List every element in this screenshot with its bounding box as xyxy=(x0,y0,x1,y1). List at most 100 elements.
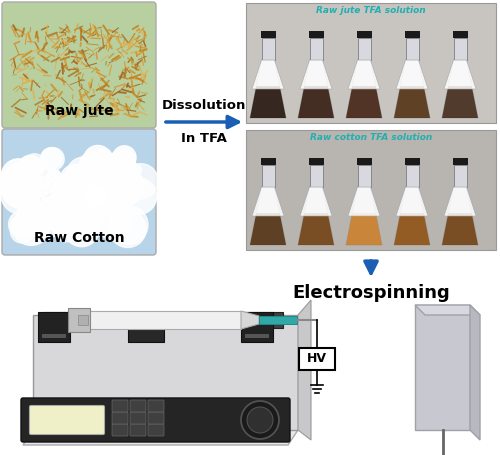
Bar xyxy=(68,308,90,332)
Circle shape xyxy=(11,215,32,236)
Circle shape xyxy=(241,401,279,439)
FancyBboxPatch shape xyxy=(112,400,128,412)
Bar xyxy=(452,158,468,165)
Circle shape xyxy=(52,181,78,207)
Circle shape xyxy=(54,203,72,221)
Bar xyxy=(38,312,70,342)
Circle shape xyxy=(112,172,140,199)
Circle shape xyxy=(51,212,74,237)
Circle shape xyxy=(18,158,52,192)
Bar xyxy=(310,165,322,187)
Text: Dissolution: Dissolution xyxy=(162,99,246,112)
Polygon shape xyxy=(348,187,380,216)
Bar xyxy=(358,38,370,60)
Circle shape xyxy=(30,218,50,237)
Circle shape xyxy=(60,164,92,197)
Text: Raw Cotton: Raw Cotton xyxy=(34,231,124,245)
Polygon shape xyxy=(444,187,476,216)
Circle shape xyxy=(17,184,33,200)
Bar xyxy=(452,31,468,38)
Circle shape xyxy=(12,208,50,245)
Bar xyxy=(43,312,283,328)
Circle shape xyxy=(75,228,87,240)
Circle shape xyxy=(55,191,68,204)
Circle shape xyxy=(42,176,78,212)
Bar xyxy=(42,334,66,338)
Bar xyxy=(78,315,88,325)
Polygon shape xyxy=(250,86,286,118)
Circle shape xyxy=(83,184,106,207)
Text: HV: HV xyxy=(307,353,327,365)
Circle shape xyxy=(64,212,100,247)
FancyBboxPatch shape xyxy=(2,129,156,255)
Bar xyxy=(260,31,276,38)
Circle shape xyxy=(96,149,112,164)
Circle shape xyxy=(98,207,132,242)
Circle shape xyxy=(92,170,131,209)
Bar xyxy=(260,158,276,165)
Circle shape xyxy=(80,152,104,177)
FancyBboxPatch shape xyxy=(30,405,104,435)
Circle shape xyxy=(18,155,42,180)
Polygon shape xyxy=(300,187,332,216)
Bar xyxy=(308,31,324,38)
FancyBboxPatch shape xyxy=(21,398,290,442)
Circle shape xyxy=(66,157,102,192)
Circle shape xyxy=(15,217,37,239)
Circle shape xyxy=(130,164,141,176)
Circle shape xyxy=(118,170,133,185)
Bar xyxy=(262,165,274,187)
Circle shape xyxy=(54,189,78,213)
Circle shape xyxy=(40,193,79,233)
Circle shape xyxy=(58,197,82,222)
Polygon shape xyxy=(442,60,478,118)
Bar xyxy=(454,165,466,187)
Polygon shape xyxy=(298,213,334,245)
Text: Raw jute: Raw jute xyxy=(44,104,114,118)
Polygon shape xyxy=(348,60,380,89)
Circle shape xyxy=(112,146,136,169)
Bar xyxy=(454,38,466,60)
Polygon shape xyxy=(241,311,259,329)
Circle shape xyxy=(110,211,146,248)
Polygon shape xyxy=(394,60,430,118)
Polygon shape xyxy=(23,430,298,445)
Circle shape xyxy=(112,151,136,175)
Polygon shape xyxy=(394,213,430,245)
Bar xyxy=(262,38,274,60)
FancyBboxPatch shape xyxy=(148,424,164,436)
Circle shape xyxy=(110,169,144,205)
FancyBboxPatch shape xyxy=(148,412,164,424)
Circle shape xyxy=(78,184,98,204)
Polygon shape xyxy=(298,300,311,440)
Bar xyxy=(246,3,496,123)
Circle shape xyxy=(22,200,44,222)
Circle shape xyxy=(8,211,36,238)
Circle shape xyxy=(16,192,36,212)
Polygon shape xyxy=(442,213,478,245)
Bar xyxy=(245,334,269,338)
Bar xyxy=(404,158,419,165)
Bar xyxy=(246,130,496,250)
Circle shape xyxy=(108,167,137,196)
Polygon shape xyxy=(396,60,428,89)
Circle shape xyxy=(98,153,126,182)
Circle shape xyxy=(48,169,61,183)
Bar xyxy=(241,312,273,342)
Circle shape xyxy=(80,172,111,204)
Polygon shape xyxy=(470,305,480,440)
Circle shape xyxy=(65,197,104,236)
Bar xyxy=(415,305,470,430)
Circle shape xyxy=(84,146,112,174)
Circle shape xyxy=(94,197,110,213)
Bar xyxy=(128,312,164,342)
Polygon shape xyxy=(298,60,334,118)
Text: Raw cotton TFA solution: Raw cotton TFA solution xyxy=(310,133,432,142)
Circle shape xyxy=(109,206,148,244)
Circle shape xyxy=(36,197,49,210)
Bar xyxy=(404,31,419,38)
Polygon shape xyxy=(444,60,476,89)
Polygon shape xyxy=(442,86,478,118)
Text: Raw jute TFA solution: Raw jute TFA solution xyxy=(316,6,426,15)
Polygon shape xyxy=(394,187,430,245)
